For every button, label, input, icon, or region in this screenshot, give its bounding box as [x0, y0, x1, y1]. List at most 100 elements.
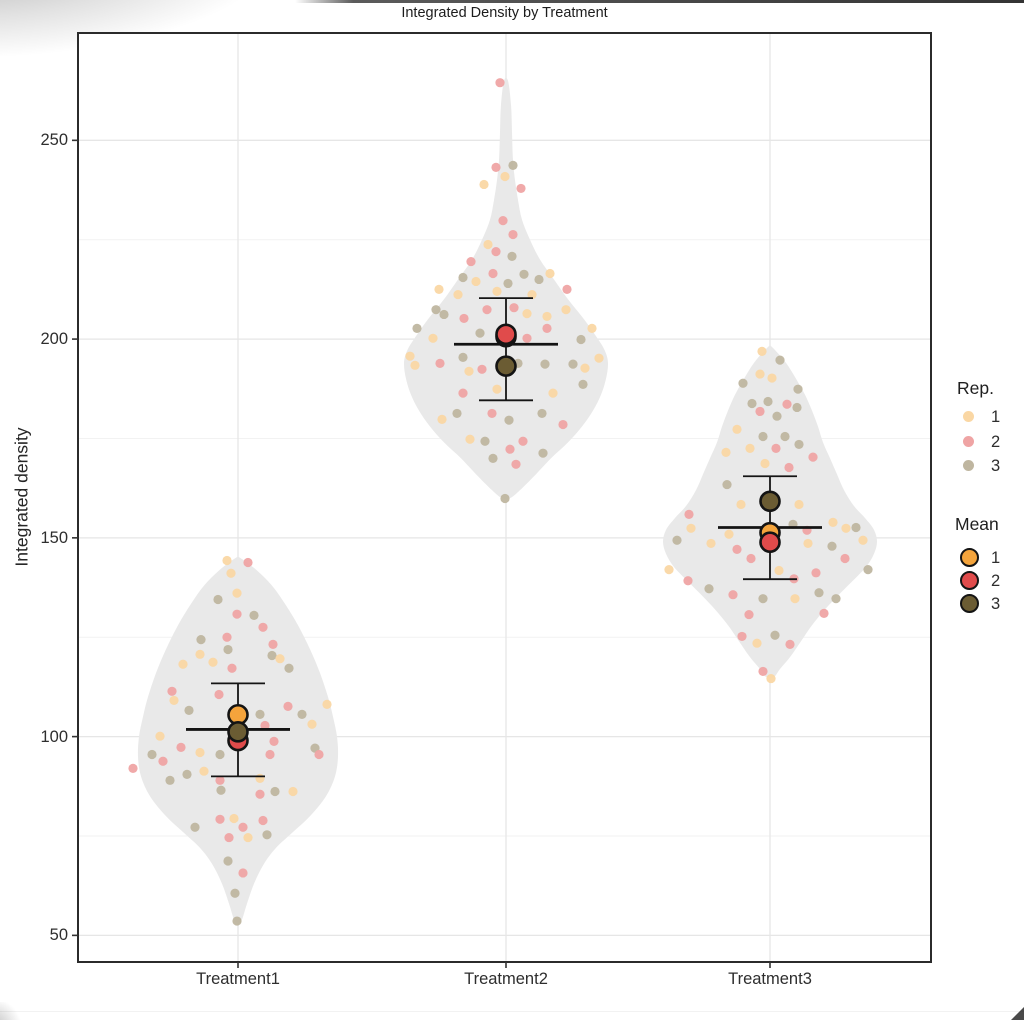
jitter-point-rep3	[578, 379, 588, 390]
jitter-point-rep3	[488, 453, 498, 463]
jitter-point-rep3	[758, 431, 768, 442]
jitter-point-rep1	[757, 346, 767, 357]
jitter-point-rep1	[169, 695, 179, 706]
jitter-point-rep1	[492, 286, 502, 296]
jitter-point-rep3	[500, 493, 510, 504]
jitter-point-rep3	[568, 359, 578, 369]
jitter-point-rep3	[863, 565, 873, 575]
jitter-point-rep2	[491, 162, 501, 172]
jitter-point-rep2	[758, 666, 768, 677]
jitter-point-rep1	[664, 565, 674, 575]
window-bottom-edge	[0, 1011, 1024, 1012]
jitter-point-rep2	[732, 544, 742, 554]
screenshot-bottom-left-artifact	[0, 1002, 26, 1020]
jitter-point-rep2	[227, 663, 237, 673]
jitter-point-rep3	[182, 769, 192, 779]
jitter-point-rep1	[545, 268, 555, 279]
jitter-point-rep2	[238, 868, 248, 878]
jitter-point-rep2	[265, 749, 275, 760]
jitter-point-rep1	[721, 447, 731, 457]
jitter-point-rep2	[737, 631, 747, 642]
jitter-point-rep1	[766, 673, 776, 684]
jitter-point-rep3	[772, 411, 782, 421]
jitter-point-rep1	[434, 284, 444, 294]
jitter-point-rep1	[410, 360, 420, 370]
jitter-point-rep1	[794, 499, 804, 510]
jitter-point-rep2	[746, 553, 756, 564]
jitter-point-rep3	[831, 594, 841, 604]
jitter-point-rep2	[167, 686, 177, 696]
jitter-point-rep2	[785, 639, 795, 649]
panel-border	[77, 32, 932, 963]
jitter-point-rep3	[792, 402, 802, 413]
jitter-point-rep3	[255, 709, 265, 719]
jitter-point-rep2	[505, 444, 515, 454]
jitter-point-rep2	[458, 388, 468, 398]
jitter-point-rep3	[165, 775, 175, 785]
jitter-point-rep3	[851, 522, 861, 533]
jitter-point-rep1	[178, 659, 188, 669]
jitter-point-rep3	[297, 709, 307, 719]
jitter-point-rep3	[775, 355, 785, 365]
x-tick-label-treatment1: Treatment1	[196, 970, 280, 988]
jitter-point-rep2	[215, 814, 225, 824]
jitter-point-rep3	[270, 786, 280, 797]
jitter-point-rep2	[808, 452, 818, 462]
jitter-point-rep2	[255, 789, 265, 799]
jitter-point-rep3	[262, 830, 272, 840]
mean-point-rep3	[227, 721, 249, 743]
jitter-point-rep1	[195, 649, 205, 659]
y-tick-label-250: 250	[40, 131, 68, 150]
jitter-point-rep2	[811, 568, 821, 578]
jitter-point-rep3	[508, 160, 518, 170]
jitter-point-rep1	[828, 517, 838, 527]
jitter-point-rep2	[435, 358, 445, 368]
jitter-point-rep1	[199, 766, 209, 776]
y-tick-label-200: 200	[40, 330, 68, 349]
jitter-point-rep3	[827, 541, 837, 551]
jitter-point-rep1	[542, 311, 552, 322]
jitter-point-rep3	[814, 588, 824, 598]
jitter-point-rep1	[208, 657, 218, 667]
jitter-point-rep1	[479, 179, 489, 190]
jitter-point-rep2	[258, 622, 268, 632]
jitter-point-rep2	[728, 590, 738, 600]
jitter-point-rep2	[243, 557, 253, 568]
jitter-point-rep3	[763, 396, 773, 407]
jitter-point-rep1	[580, 363, 590, 373]
jitter-point-rep2	[214, 689, 224, 700]
jitter-point-rep2	[488, 268, 498, 279]
jitter-point-rep1	[587, 323, 597, 333]
jitter-point-rep1	[255, 773, 265, 783]
jitter-point-rep2	[491, 247, 501, 257]
jitter-point-rep3	[184, 705, 194, 715]
jitter-point-rep3	[672, 535, 682, 545]
jitter-point-rep3	[534, 274, 544, 285]
mean-point-rep2	[759, 531, 781, 554]
x-tick-label-treatment3: Treatment3	[728, 970, 812, 988]
jitter-point-rep3	[284, 663, 294, 673]
jitter-point-rep3	[223, 644, 233, 655]
jitter-point-rep1	[428, 333, 438, 343]
jitter-point-rep1	[195, 747, 205, 758]
jitter-point-rep3	[504, 415, 514, 425]
jitter-point-rep2	[683, 576, 693, 586]
jitter-point-rep3	[216, 785, 226, 795]
jitter-point-rep1	[307, 719, 317, 729]
jitter-point-rep3	[458, 352, 468, 362]
jitter-point-rep1	[594, 353, 604, 363]
jitter-point-rep2	[782, 399, 792, 409]
jitter-point-rep1	[222, 555, 232, 566]
jitter-point-rep2	[232, 609, 242, 619]
jitter-point-rep3	[540, 359, 550, 369]
jitter-point-rep1	[732, 424, 742, 434]
jitter-point-rep2	[482, 305, 492, 315]
jitter-point-rep2	[466, 256, 476, 267]
jitter-point-rep2	[771, 443, 781, 454]
jitter-point-rep3	[758, 594, 768, 604]
jitter-point-rep1	[561, 305, 571, 315]
jitter-point-rep1	[752, 638, 762, 648]
jitter-point-rep2	[176, 742, 186, 752]
